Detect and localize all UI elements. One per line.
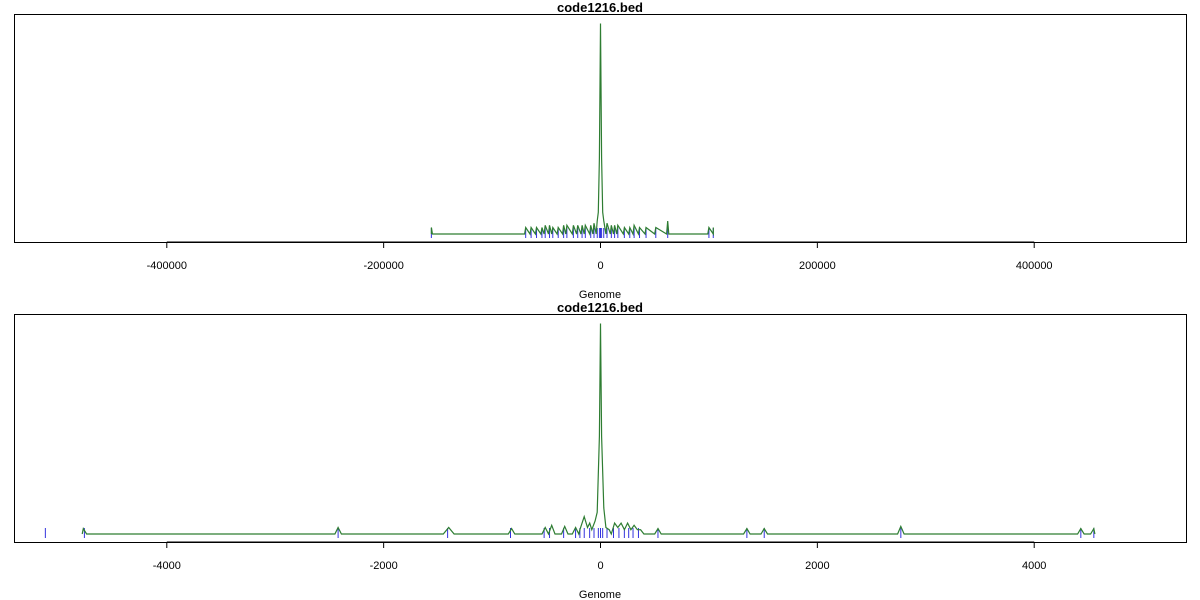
bottom-rug-marks [44,528,1095,538]
bottom-density-series [81,323,1096,536]
top-plot-panel: code1216.bed -400000 -200000 0 200000 400000… [14,0,1187,301]
bottom-x-tick-label: 2000 [805,560,829,572]
bottom-x-axis: -4000 -2000 0 2000 4000 [153,541,1046,572]
top-density-series [430,23,714,237]
bottom-x-tick-label: -4000 [153,560,181,572]
top-x-tick-label: 200000 [799,260,836,272]
bottom-x-tick-label: -2000 [370,560,398,572]
top-x-tick-label: 0 [597,260,603,272]
top-x-axis: -400000 -200000 0 200000 400000 [147,241,1053,272]
bottom-plot-panel: code1216.bed -4000 -2000 0 2000 4000 Genome [14,300,1187,600]
top-x-axis-label: Genome [579,289,621,301]
top-x-tick-label: -400000 [147,260,187,272]
bottom-x-tick-label: 4000 [1022,560,1046,572]
bottom-x-tick-label: 0 [597,560,603,572]
bottom-plot-title: code1216.bed [557,300,643,315]
top-x-tick-label: -200000 [363,260,403,272]
top-density-line [430,23,714,237]
bottom-density-line [81,323,1096,536]
top-plot-title: code1216.bed [557,0,643,15]
top-x-tick-label: 400000 [1016,260,1053,272]
bottom-x-axis-label: Genome [579,589,621,600]
